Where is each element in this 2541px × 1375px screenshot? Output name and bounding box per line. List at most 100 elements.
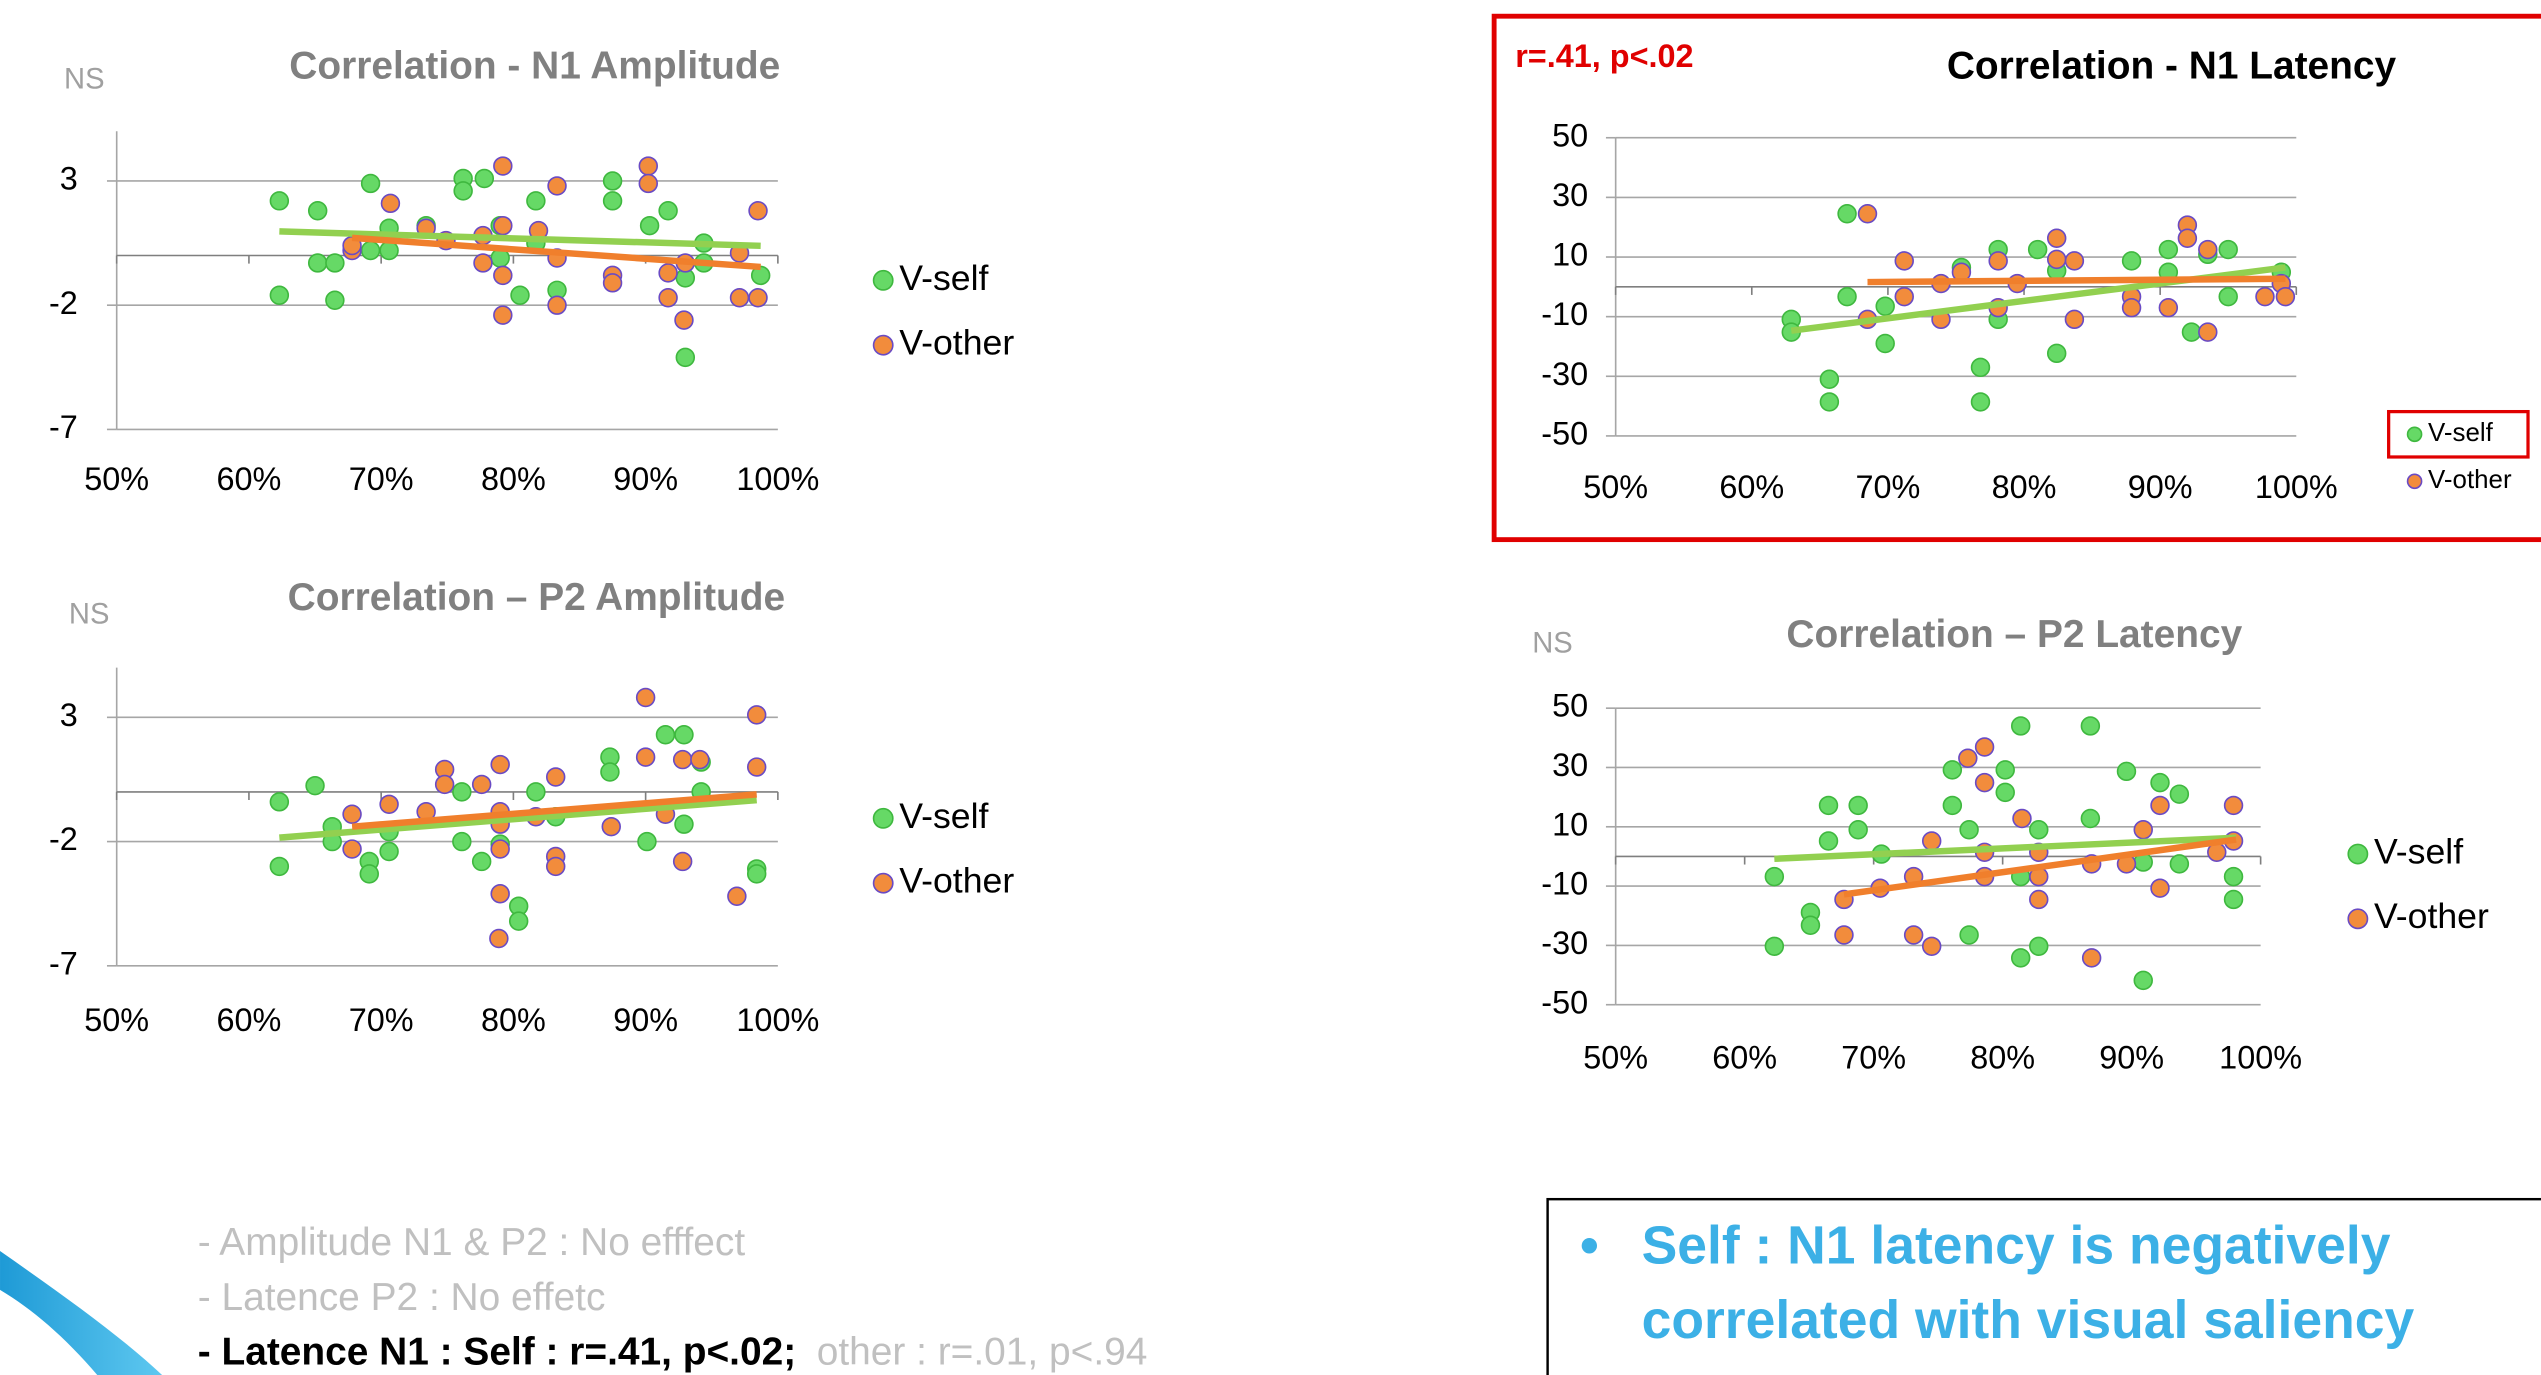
data-point	[547, 295, 567, 315]
x-tick-label: 60%	[216, 1002, 281, 1038]
data-point	[493, 215, 513, 236]
x-tick-label: 90%	[2099, 1039, 2164, 1075]
y-tick-label: 30	[1552, 747, 1588, 783]
data-point	[658, 288, 678, 308]
x-tick-label: 70%	[349, 461, 414, 497]
y-tick-label: 50	[1552, 117, 1588, 153]
data-point	[474, 168, 495, 189]
legend-marker	[2406, 426, 2423, 443]
x-tick-label: 90%	[2128, 469, 2193, 505]
data-point	[2150, 772, 2170, 793]
data-point	[269, 285, 290, 305]
x-tick-label: 60%	[1719, 469, 1784, 505]
data-point	[1921, 831, 1942, 851]
data-point	[2133, 820, 2153, 840]
x-tick-label: 80%	[481, 461, 546, 497]
callout-bullet: •	[1580, 1217, 1599, 1276]
data-point	[342, 839, 362, 859]
y-tick-label: 3	[60, 697, 78, 733]
data-point	[269, 856, 290, 877]
x-tick-label: 100%	[2255, 469, 2338, 505]
data-point	[2223, 795, 2244, 816]
data-point	[690, 749, 710, 770]
data-point	[379, 794, 399, 815]
data-point	[379, 240, 399, 261]
data-point	[453, 181, 473, 201]
data-point	[490, 839, 510, 859]
note-line: - Latence P2 : No effetc	[198, 1276, 606, 1319]
data-point	[1995, 782, 2015, 803]
data-point	[727, 886, 747, 906]
legend-label: V-self	[899, 796, 988, 836]
data-point	[1837, 286, 1857, 307]
data-point	[2029, 936, 2049, 957]
legend-label: V-other	[899, 323, 1014, 363]
data-point	[510, 285, 530, 305]
data-point	[2133, 970, 2153, 991]
trend-line	[279, 228, 761, 250]
data-point	[1958, 748, 1978, 769]
data-point	[674, 814, 694, 834]
trend-line	[1774, 834, 2237, 863]
data-point	[1875, 333, 1895, 354]
data-point	[2150, 795, 2170, 816]
data-point	[452, 831, 472, 852]
legend-highlight	[2387, 409, 2530, 459]
callout-line: correlated with visual saliency	[1642, 1291, 2415, 1350]
data-point	[2029, 889, 2049, 910]
trend-line	[351, 234, 761, 271]
data-point	[379, 841, 399, 862]
data-point	[1942, 795, 1963, 816]
legend-label: V-other	[2374, 896, 2489, 936]
x-tick-label: 100%	[2219, 1039, 2302, 1075]
data-point	[746, 757, 767, 777]
data-point	[655, 725, 676, 745]
data-point	[602, 171, 623, 191]
data-point	[1764, 866, 1785, 887]
data-point	[1834, 925, 1854, 945]
data-point	[380, 193, 401, 214]
data-point	[2010, 716, 2031, 736]
x-tick-label: 50%	[84, 461, 149, 497]
data-point	[1970, 392, 1991, 412]
data-point	[1837, 204, 1857, 224]
data-point	[493, 265, 513, 286]
data-point	[489, 928, 509, 949]
annotation: r=.41, p<.02	[1515, 38, 1693, 74]
data-point	[360, 240, 381, 261]
chart-title: Correlation – P2 Amplitude	[288, 576, 786, 619]
significance-note: NS	[1532, 628, 1573, 660]
data-point	[672, 749, 693, 770]
y-tick-label: -30	[1541, 356, 1588, 392]
data-point	[305, 775, 325, 796]
x-tick-label: 70%	[1855, 469, 1920, 505]
data-point	[748, 288, 768, 308]
data-point	[526, 782, 546, 802]
x-tick-label: 90%	[613, 1002, 678, 1038]
significance-note: NS	[64, 64, 105, 96]
highlight-frame	[1491, 13, 2541, 543]
trend-line	[1867, 275, 2286, 286]
data-point	[746, 864, 767, 884]
data-point	[307, 201, 328, 221]
data-point	[2081, 948, 2102, 968]
data-point	[675, 347, 696, 368]
data-point	[2198, 322, 2218, 342]
data-point	[2080, 808, 2101, 829]
data-point	[2218, 286, 2238, 307]
data-point	[342, 804, 362, 824]
data-point	[637, 831, 657, 852]
data-point	[547, 176, 567, 196]
x-tick-label: 50%	[84, 1002, 149, 1038]
data-point	[493, 305, 513, 325]
y-tick-label: -10	[1541, 296, 1588, 332]
result-bold: - Latence N1 : Self : r=.41, p<.02;	[198, 1331, 796, 1374]
data-point	[2046, 343, 2067, 364]
data-point	[638, 156, 659, 176]
data-point	[2275, 286, 2296, 307]
data-point	[359, 864, 379, 884]
data-point	[602, 273, 623, 293]
callout-box	[1546, 1197, 2541, 1375]
data-point	[471, 851, 492, 872]
data-point	[658, 263, 678, 283]
